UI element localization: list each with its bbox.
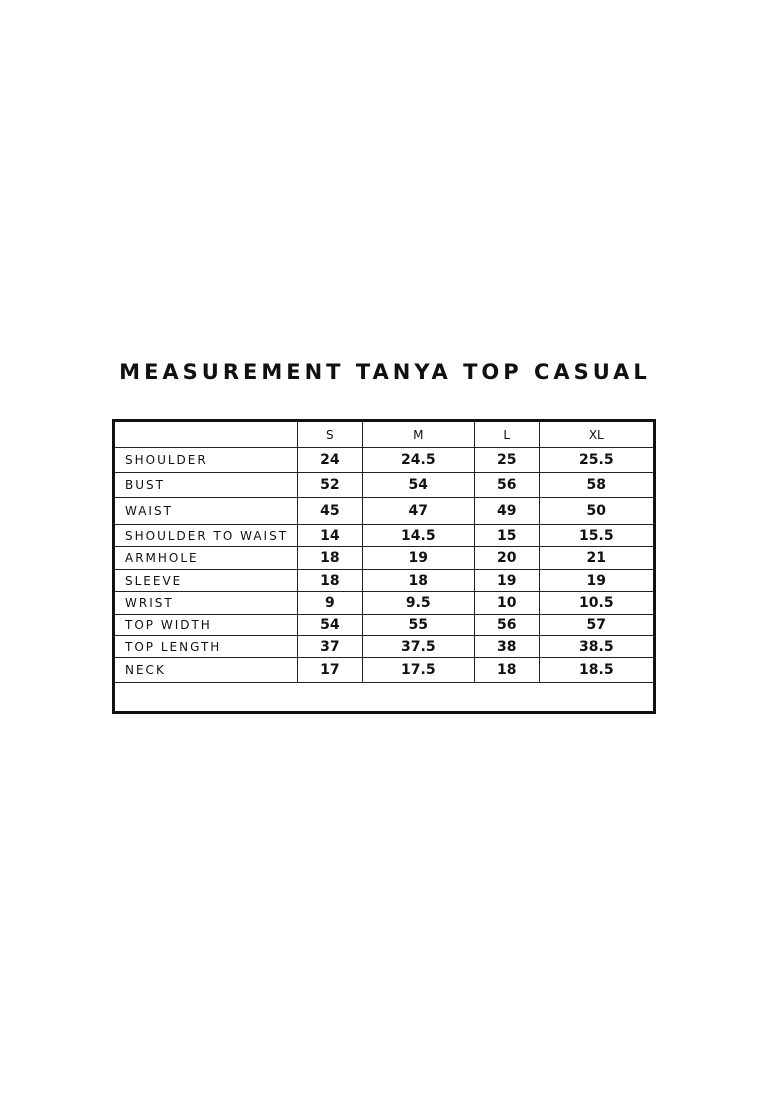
measurement-value: 45 [297,497,363,525]
measurement-value: 19 [473,569,540,592]
measurement-value: 20 [473,546,540,570]
measurement-value: 38.5 [538,635,656,658]
measurement-value: 9.5 [361,591,475,615]
measurement-value: 18 [473,657,540,683]
table-row: ARMHOLE 18 19 20 21 [113,546,656,570]
table-row: TOP LENGTH 37 37.5 38 38.5 [113,635,656,658]
measurement-value: 14 [297,524,363,547]
measurement-value: 25 [473,447,540,473]
measurement-value: 15.5 [538,524,656,547]
table-row: WAIST 45 47 49 50 [113,497,656,525]
measurement-value: 49 [473,497,540,525]
measurement-value: 18 [361,569,475,592]
measurement-value: 19 [538,569,656,592]
table-row: TOP WIDTH 54 55 56 57 [113,614,656,636]
empty-cell [113,682,655,713]
row-label: WAIST [113,497,298,525]
measurement-value: 17.5 [361,657,475,683]
row-label: SHOULDER TO WAIST [113,524,298,547]
size-header: L [473,420,540,448]
row-label: WRIST [113,591,298,615]
measurement-value: 54 [361,472,475,498]
measurement-value: 17 [297,657,363,683]
measurement-value: 10.5 [538,591,656,615]
measurement-value: 56 [473,472,540,498]
measurement-value: 37 [297,635,363,658]
row-label: SLEEVE [113,569,298,592]
header-row: S M L XL [113,420,656,448]
measurement-value: 38 [473,635,540,658]
measurement-value: 19 [361,546,475,570]
measurement-value: 56 [473,614,540,636]
measurement-value: 57 [538,614,656,636]
measurement-value: 15 [473,524,540,547]
row-label: BUST [113,472,298,498]
table-row: BUST 52 54 56 58 [113,472,656,498]
measurement-value: 18.5 [538,657,656,683]
measurement-value: 9 [297,591,363,615]
row-label: SHOULDER [113,447,298,473]
row-label: TOP WIDTH [113,614,298,636]
measurement-value: 24.5 [361,447,475,473]
size-header: S [297,420,363,448]
table-row: SHOULDER TO WAIST 14 14.5 15 15.5 [113,524,656,547]
row-label: NECK [113,657,298,683]
table-row: NECK 17 17.5 18 18.5 [113,657,656,683]
measurement-table: S M L XL SHOULDER 24 24.5 25 25.5 BUST 52 54 56 58 WAI… [112,419,656,714]
table-row: WRIST 9 9.5 10 10.5 [113,591,656,615]
row-label: ARMHOLE [113,546,298,570]
size-header: XL [538,420,656,448]
measurement-value: 58 [538,472,656,498]
measurement-value: 47 [361,497,475,525]
measurement-value: 10 [473,591,540,615]
table-row: SHOULDER 24 24.5 25 25.5 [113,447,656,473]
table-row: SLEEVE 18 18 19 19 [113,569,656,592]
row-label: TOP LENGTH [113,635,298,658]
measurement-value: 21 [538,546,656,570]
measurement-value: 14.5 [361,524,475,547]
measurement-value: 50 [538,497,656,525]
empty-row [113,682,655,713]
measurement-value: 24 [297,447,363,473]
measurement-value: 54 [297,614,363,636]
size-header: M [361,420,475,448]
measurement-value: 18 [297,546,363,570]
measurement-value: 52 [297,472,363,498]
measurement-value: 18 [297,569,363,592]
measurement-value: 25.5 [538,447,656,473]
measurement-value: 55 [361,614,475,636]
page-title: MEASUREMENT TANYA TOP CASUAL [119,360,651,384]
measurement-value: 37.5 [361,635,475,658]
header-blank [113,420,298,448]
